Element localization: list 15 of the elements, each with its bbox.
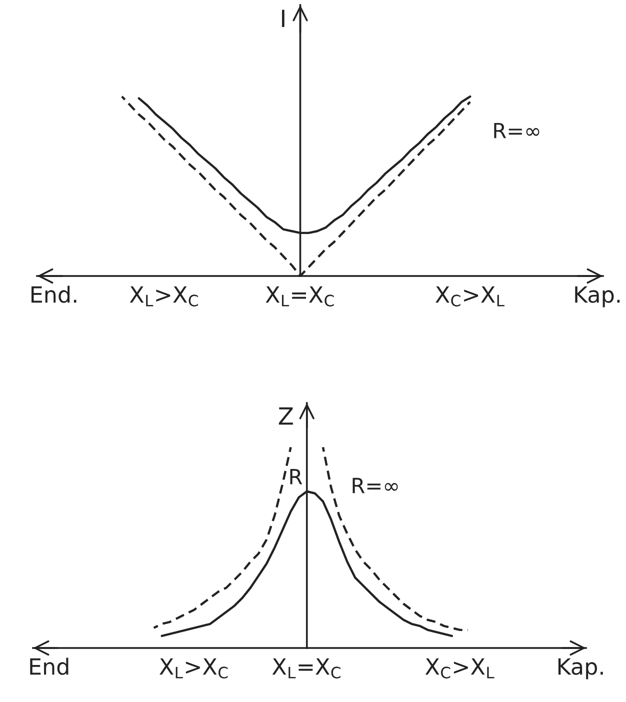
x-tick-label: X$_{L}$=X$_{C}$ <box>272 658 340 678</box>
annotation: R <box>290 469 302 484</box>
series-label: R=∞ <box>352 478 398 494</box>
x-tick-label: Kap. <box>558 658 603 680</box>
x-tick-label: X$_{C}$>X$_{L}$ <box>436 286 504 306</box>
y-axis-title: I <box>282 10 284 28</box>
x-tick-label: Kap. <box>575 286 620 308</box>
x-tick-label: X$_{L}$>X$_{C}$ <box>130 286 198 306</box>
x-tick-label: X$_{L}$>X$_{C}$ <box>160 658 228 678</box>
x-tick-label: X$_{L}$=X$_{C}$ <box>266 286 334 306</box>
x-tick-label: X$_{C}$>X$_{L}$ <box>425 658 494 678</box>
series-label: R=∞ <box>494 122 540 138</box>
y-axis-title: Z <box>278 407 293 425</box>
x-tick-label: End <box>30 658 68 675</box>
x-tick-label: End. <box>32 286 76 303</box>
